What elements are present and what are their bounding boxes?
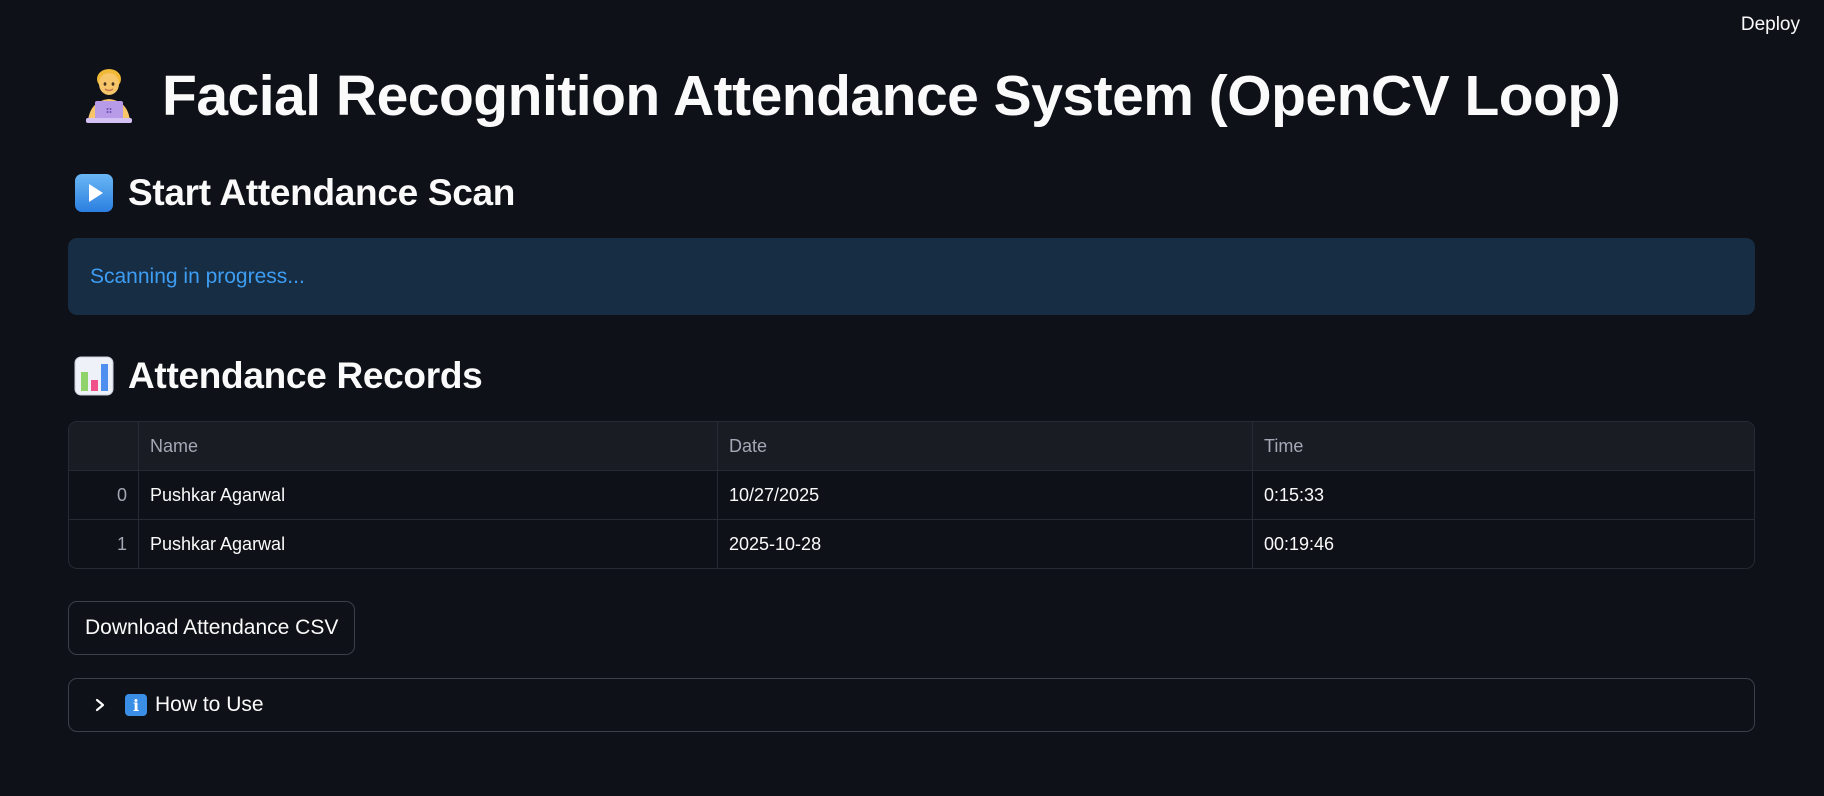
expander-label: How to Use	[155, 693, 264, 716]
scan-section-title: Start Attendance Scan	[128, 172, 516, 213]
bar-chart-icon	[74, 356, 114, 396]
name-cell[interactable]: Pushkar Agarwal	[139, 520, 718, 568]
deploy-button[interactable]: Deploy	[1740, 14, 1800, 35]
scan-status-alert: Scanning in progress...	[68, 238, 1755, 315]
table-row: 1 Pushkar Agarwal 2025-10-28 00:19:46	[69, 520, 1754, 568]
time-cell[interactable]: 00:19:46	[1264, 533, 1335, 554]
page-title-row: Facial Recognition Attendance System (Op…	[78, 58, 1621, 134]
column-header-time[interactable]: Time	[1264, 435, 1304, 456]
download-csv-button[interactable]: Download Attendance CSV	[68, 601, 356, 655]
column-header-date[interactable]: Date	[718, 422, 1253, 470]
date-cell[interactable]: 10/27/2025	[718, 471, 1253, 519]
table-row: 0 Pushkar Agarwal 10/27/2025 0:15:33	[69, 471, 1754, 520]
records-section-title: Attendance Records	[128, 355, 483, 396]
column-header-name[interactable]: Name	[139, 422, 718, 470]
information-icon: i	[125, 694, 147, 716]
how-to-use-expander[interactable]: i How to Use	[68, 678, 1755, 732]
chevron-right-icon	[91, 696, 109, 714]
technologist-icon	[78, 65, 140, 127]
name-cell[interactable]: Pushkar Agarwal	[139, 471, 718, 519]
date-cell[interactable]: 2025-10-28	[718, 520, 1253, 568]
attendance-table[interactable]: Name Date Time 0 Pushkar Agarwal 10/27/2…	[68, 421, 1755, 569]
table-header-row: Name Date Time	[69, 422, 1754, 471]
page-title: Facial Recognition Attendance System (Op…	[162, 64, 1621, 128]
play-button-icon	[74, 173, 114, 213]
column-header-index[interactable]	[69, 422, 139, 470]
records-section-heading: Attendance Records	[74, 352, 483, 400]
scan-section-heading: Start Attendance Scan	[74, 169, 515, 217]
scan-status-message: Scanning in progress...	[90, 264, 305, 288]
row-index-cell[interactable]: 1	[69, 520, 139, 568]
row-index-cell[interactable]: 0	[69, 471, 139, 519]
time-cell[interactable]: 0:15:33	[1264, 484, 1325, 505]
